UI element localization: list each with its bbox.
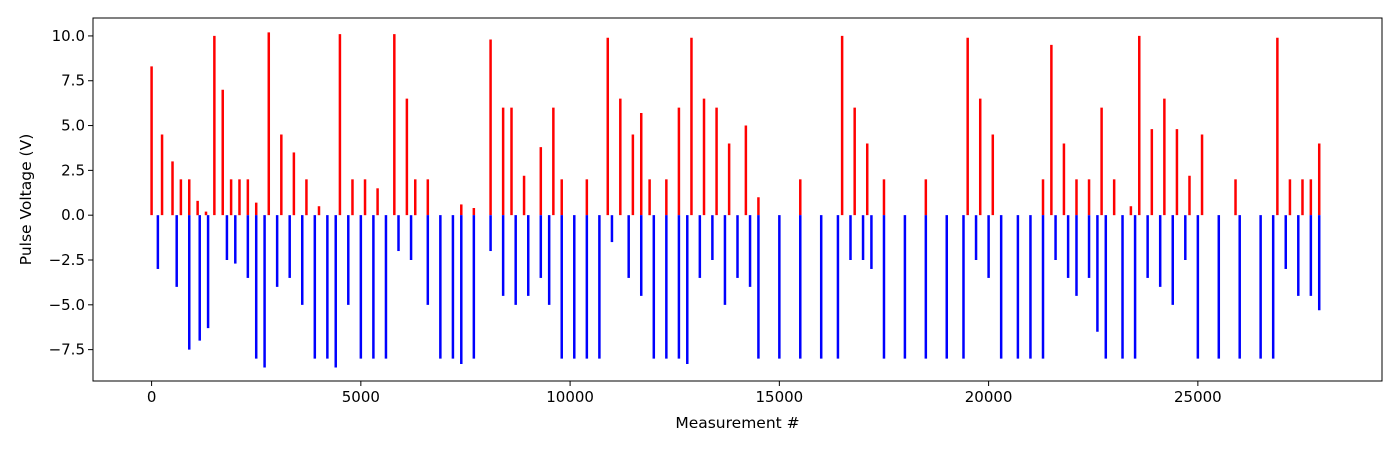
y-tick-label: 7.5 — [61, 72, 85, 90]
x-tick-label: 15000 — [755, 388, 803, 406]
series-1 — [156, 215, 1321, 368]
x-axis-label: Measurement # — [675, 414, 799, 432]
y-axis-label: Pulse Voltage (V) — [17, 134, 35, 266]
y-tick-label: 2.5 — [61, 161, 85, 179]
series-0 — [150, 32, 1321, 216]
y-tick-label: 10.0 — [52, 27, 85, 45]
y-tick-label: −7.5 — [49, 341, 85, 359]
x-tick-label: 10000 — [546, 388, 594, 406]
plot-series — [150, 32, 1321, 368]
x-tick-label: 20000 — [965, 388, 1013, 406]
y-tick-label: 5.0 — [61, 117, 85, 135]
x-tick-label: 0 — [147, 388, 157, 406]
y-axis: 10.0 7.5 5.0 2.5 0.0 −2.5 −5.0 −7.5 — [49, 27, 93, 359]
y-tick-label: −2.5 — [49, 251, 85, 269]
x-tick-label: 25000 — [1174, 388, 1222, 406]
y-tick-label: 0.0 — [61, 206, 85, 224]
y-tick-label: −5.0 — [49, 296, 85, 314]
x-tick-label: 5000 — [342, 388, 380, 406]
x-axis: 0 5000 10000 15000 20000 25000 — [147, 381, 1222, 406]
axes-frame — [92, 17, 1383, 382]
